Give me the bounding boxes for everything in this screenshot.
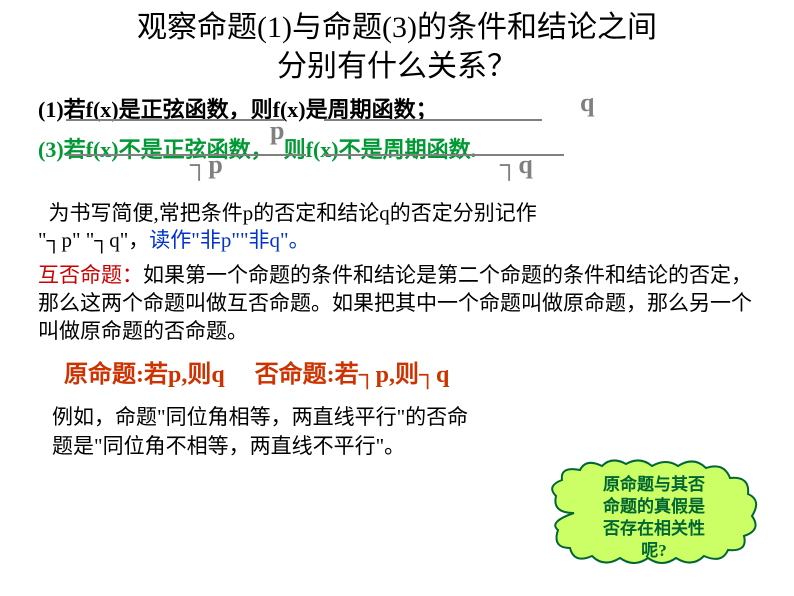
example-text: 例如，命题"同位角相等，两直线平行"的否命题是"同位角不相等，两直线不平行"。 <box>0 403 520 462</box>
underline-1 <box>66 119 284 121</box>
label-neg-q: ┐q <box>500 150 533 180</box>
definition-block: 互否命题：如果第一个命题的条件和结论是第二个命题的条件和结论的否定，那么这两个命… <box>0 261 794 346</box>
title-line1: 观察命题(1)与命题(3)的条件和结论之间 <box>0 8 794 47</box>
para1-c: 读作"非p""非q"。 <box>149 228 309 252</box>
label-q: q <box>580 88 594 118</box>
definition-label: 互否命题： <box>38 263 143 287</box>
proposition-3: (3)若f(x)不是正弦函数， 则f(x)不是周期函数. <box>38 132 794 164</box>
paragraph-notation: 为书写简便,常把条件p的否定和结论q的否定分别记作 "┐p" "┐q"，读作"非… <box>0 200 794 255</box>
prop3-part-a: (3)若f(x)不是正弦函数， <box>38 137 273 162</box>
formula-negation: 否命题:若┐p,则┐q <box>255 362 450 388</box>
bubble-line1: 原命题与其否 <box>603 475 705 494</box>
underline-3 <box>66 154 306 156</box>
definition-text: 如果第一个命题的条件和结论是第二个命题的条件和结论的否定，那么这两个命题叫做互否… <box>38 263 752 344</box>
propositions-area: (1)若f(x)是正弦函数，则f(x)是周期函数； (3)若f(x)不是正弦函数… <box>0 92 794 164</box>
para1-b: "┐p" "┐q"， <box>38 228 149 252</box>
label-p: p <box>270 116 284 146</box>
prop3-part-b: 则f(x)不是周期函数. <box>284 137 476 162</box>
formulas-row: 原命题:若p,则q 否命题:若┐p,则┐q <box>0 354 794 389</box>
slide-title: 观察命题(1)与命题(3)的条件和结论之间 分别有什么关系？ <box>0 0 794 86</box>
bubble-line3: 否存在相关性 <box>603 519 705 538</box>
label-neg-p: ┐p <box>190 150 223 180</box>
formula-original: 原命题:若p,则q <box>64 362 225 388</box>
para1-a: 为书写简便,常把条件p的否定和结论q的否定分别记作 <box>49 201 537 225</box>
title-line2: 分别有什么关系？ <box>0 47 794 86</box>
bubble-line4: 呢? <box>641 541 667 560</box>
thought-bubble: 原命题与其否 命题的真假是 否存在相关性 呢? <box>544 458 764 568</box>
bubble-text: 原命题与其否 命题的真假是 否存在相关性 呢? <box>544 474 764 562</box>
underline-2 <box>324 119 542 121</box>
bubble-line2: 命题的真假是 <box>603 497 705 516</box>
